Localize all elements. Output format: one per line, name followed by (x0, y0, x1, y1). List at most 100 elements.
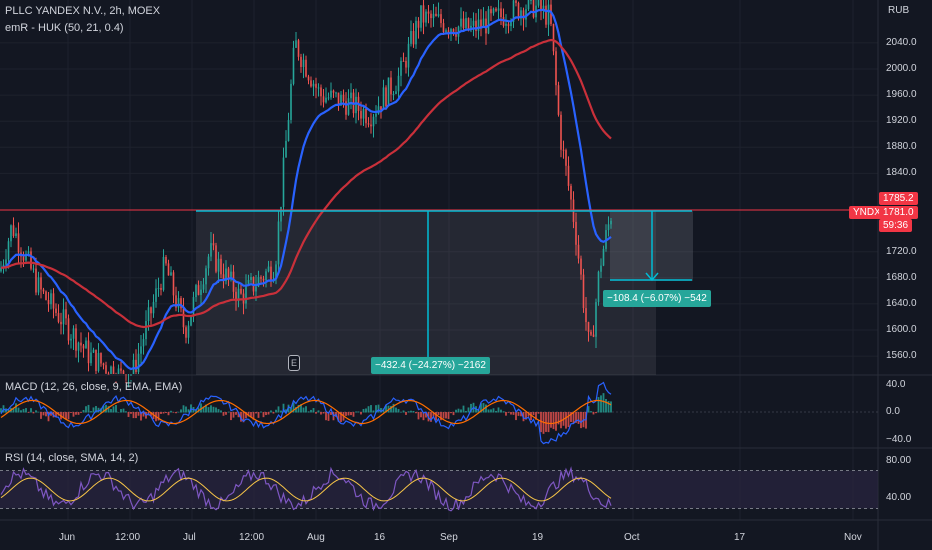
macd-histogram-bar (97, 407, 100, 413)
candle-body (340, 94, 342, 106)
candle-body (227, 268, 230, 278)
macd-histogram-bar (262, 412, 265, 418)
candle-body (47, 299, 50, 305)
macd-histogram-bar (125, 411, 127, 413)
macd-histogram-bar (72, 412, 75, 417)
macd-histogram-bar (432, 412, 435, 417)
macd-histogram-bar (422, 412, 425, 421)
macd-histogram-bar (525, 412, 527, 420)
candle-body (355, 96, 357, 114)
macd-histogram-bar (227, 411, 230, 413)
macd-histogram-bar (32, 412, 35, 414)
candle-body (577, 244, 580, 259)
candle-body (475, 20, 477, 32)
macd-histogram-bar (232, 412, 235, 418)
macd-histogram-bar (240, 412, 242, 422)
candle-body (55, 308, 57, 314)
candle-body (600, 265, 602, 272)
candle-body (92, 349, 95, 353)
candle-body (375, 113, 377, 117)
candle-body (132, 359, 135, 374)
macd-histogram-bar (90, 411, 92, 413)
rsi-tick-label: 40.00 (886, 492, 912, 503)
candle-body (465, 18, 467, 29)
macd-histogram-bar (175, 412, 177, 414)
candle-body (427, 11, 430, 14)
macd-histogram-bar (610, 401, 612, 413)
macd-histogram-bar (495, 410, 497, 413)
macd-histogram-bar (547, 412, 550, 433)
macd-histogram-bar (570, 412, 572, 423)
measure-label-small[interactable]: −108.4 (−6.07%) −542 (603, 290, 711, 307)
macd-histogram-bar (557, 412, 560, 425)
candle-body (25, 253, 27, 261)
macd-histogram-bar (172, 412, 175, 413)
macd-histogram-bar (505, 412, 507, 416)
macd-histogram-bar (535, 412, 537, 420)
macd-histogram-bar (530, 412, 532, 421)
symbol-badge[interactable]: YNDX (849, 206, 885, 219)
candle-body (217, 258, 220, 272)
macd-histogram-bar (400, 411, 402, 413)
candle-body (575, 221, 577, 245)
macd-histogram-bar (455, 409, 457, 413)
candle-body (522, 10, 525, 20)
candle-body (367, 123, 370, 125)
candle-body (137, 353, 140, 372)
macd-histogram-bar (135, 412, 137, 419)
macd-histogram-bar (77, 412, 80, 415)
macd-histogram-bar (252, 412, 255, 420)
macd-histogram-bar (100, 408, 102, 413)
macd-histogram-bar (372, 410, 375, 413)
candle-body (447, 30, 450, 33)
macd-histogram-bar (0, 408, 2, 413)
rsi-title: RSI (14, close, SMA, 14, 2) (5, 452, 139, 464)
candle-body (267, 266, 270, 272)
macd-histogram-bar (392, 403, 395, 413)
price-tick-label: 1640.0 (886, 297, 917, 309)
macd-histogram-bar (207, 407, 210, 413)
candle-body (497, 8, 500, 11)
candle-body (557, 85, 560, 115)
price-tick-label: 1840.0 (886, 167, 917, 179)
macd-histogram-bar (290, 407, 292, 413)
macd-histogram-bar (167, 412, 170, 416)
candle-body (320, 87, 322, 97)
macd-histogram-bar (35, 410, 37, 413)
candle-body (480, 19, 482, 28)
candle-body (460, 18, 462, 27)
candle-body (235, 291, 237, 302)
macd-histogram-bar (257, 412, 260, 418)
macd-histogram-bar (442, 412, 445, 419)
macd-histogram-bar (122, 408, 125, 413)
candle-body (310, 80, 312, 87)
macd-histogram-bar (360, 412, 362, 415)
measure-label-large[interactable]: −432.4 (−24.27%) −2162 (371, 357, 490, 374)
candle-body (140, 346, 142, 354)
price-tick-label: 1560.0 (886, 350, 917, 362)
candle-body (277, 221, 280, 265)
macd-histogram-bar (385, 405, 387, 413)
candle-body (595, 302, 597, 337)
candle-body (467, 18, 470, 30)
measure-zone-large (196, 211, 656, 375)
earnings-event-marker[interactable]: E (288, 355, 300, 371)
candle-body (307, 76, 310, 81)
candle-body (542, 5, 545, 11)
candle-body (420, 5, 422, 28)
candle-body (282, 157, 285, 207)
candle-body (7, 241, 10, 260)
candle-body (560, 114, 562, 150)
macd-histogram-bar (357, 411, 360, 413)
macd-histogram-bar (230, 412, 232, 421)
candle-body (305, 59, 307, 77)
candle-body (220, 258, 222, 275)
macd-histogram-bar (120, 409, 122, 413)
candle-body (410, 31, 412, 44)
candle-body (537, 0, 540, 6)
candle-body (455, 33, 457, 37)
macd-histogram-bar (7, 409, 10, 413)
candle-body (255, 286, 257, 292)
macd-histogram-bar (600, 395, 602, 413)
